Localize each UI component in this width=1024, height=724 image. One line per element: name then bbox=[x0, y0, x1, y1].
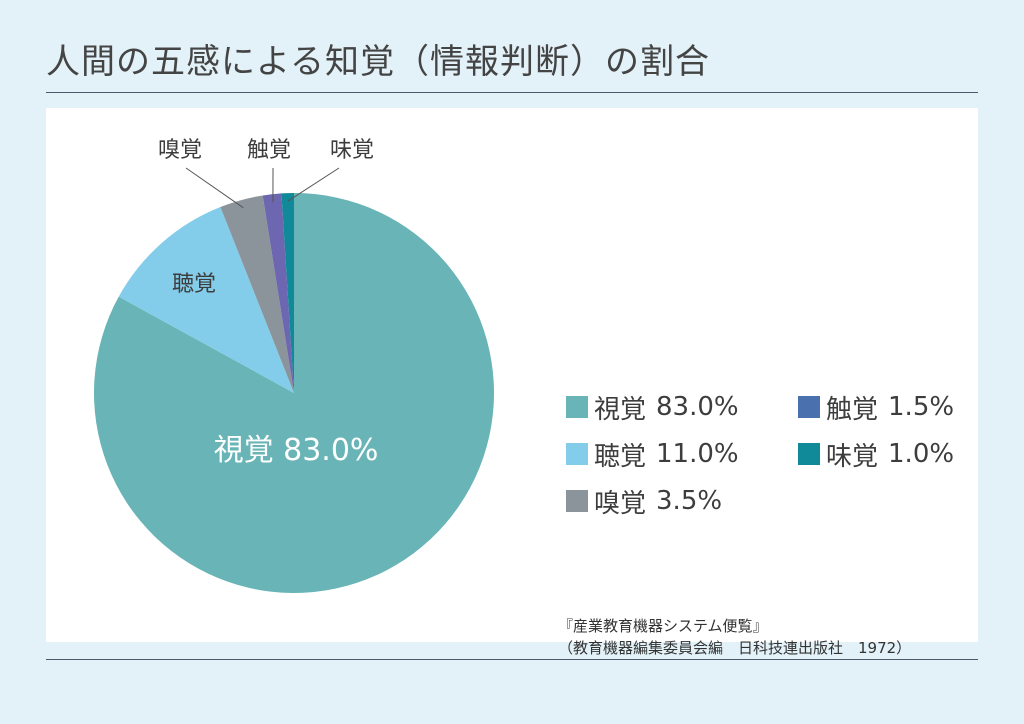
page-title: 人間の五感による知覚（情報判断）の割合 bbox=[46, 42, 710, 82]
legend-value-taste: 1.0% bbox=[888, 439, 955, 469]
pie-slice-taste bbox=[281, 192, 294, 393]
legend-swatch-hearing bbox=[566, 443, 588, 465]
legend-value-vision: 83.0% bbox=[656, 392, 739, 422]
legend-label-hearing: 聴覚 bbox=[594, 441, 647, 472]
pie-slice-hearing bbox=[118, 207, 295, 393]
legend-value-hearing: 11.0% bbox=[656, 439, 739, 469]
legend-swatch-touch bbox=[798, 396, 820, 418]
pie-label-hearing: 聴覚 bbox=[172, 272, 216, 297]
legend: 視覚 83.0% 触覚 1.5% 聴覚 11.0% 味覚 1.0% 嗅覚 3.5… bbox=[566, 392, 1006, 519]
leader-line-taste bbox=[287, 167, 340, 202]
pie-label-vision: 視覚 83.0% bbox=[214, 433, 379, 468]
pie-slice-touch bbox=[262, 193, 294, 393]
legend-value-touch: 1.5% bbox=[888, 392, 955, 422]
legend-label-touch: 触覚 bbox=[826, 394, 879, 425]
legend-label-smell: 嗅覚 bbox=[594, 488, 647, 519]
legend-swatch-smell bbox=[566, 490, 588, 512]
legend-item-smell: 嗅覚 3.5% bbox=[566, 486, 798, 519]
legend-item-taste: 味覚 1.0% bbox=[798, 439, 998, 472]
legend-swatch-taste bbox=[798, 443, 820, 465]
source-citation: 『産業教育機器システム便覧』 （教育機器編集委員会編 日科技連出版社 1972） bbox=[558, 615, 911, 659]
top-divider bbox=[46, 92, 978, 93]
legend-item-vision: 視覚 83.0% bbox=[566, 392, 798, 425]
pie-label-touch: 触覚 bbox=[247, 138, 291, 163]
leader-line-smell bbox=[185, 167, 244, 209]
legend-label-vision: 視覚 bbox=[594, 394, 647, 425]
pie-slice-smell bbox=[220, 195, 294, 393]
legend-swatch-vision bbox=[566, 396, 588, 418]
pie-label-taste: 味覚 bbox=[330, 138, 374, 163]
pie-label-smell: 嗅覚 bbox=[158, 138, 202, 163]
legend-item-hearing: 聴覚 11.0% bbox=[566, 439, 798, 472]
chart-panel: 視覚 83.0% 聴覚 嗅覚 触覚 味覚 視覚 83.0% 触覚 1.5% 聴覚 11.… bbox=[46, 108, 978, 657]
source-publisher: （教育機器編集委員会編 日科技連出版社 1972） bbox=[558, 639, 912, 657]
pie-chart: 視覚 83.0% 聴覚 嗅覚 触覚 味覚 bbox=[94, 138, 495, 593]
legend-value-smell: 3.5% bbox=[656, 486, 723, 516]
source-book: 『産業教育機器システム便覧』 bbox=[558, 617, 768, 635]
bottom-divider bbox=[46, 659, 978, 660]
legend-label-taste: 味覚 bbox=[826, 441, 879, 472]
legend-item-touch: 触覚 1.5% bbox=[798, 392, 998, 425]
pie-slice-vision bbox=[94, 193, 495, 593]
